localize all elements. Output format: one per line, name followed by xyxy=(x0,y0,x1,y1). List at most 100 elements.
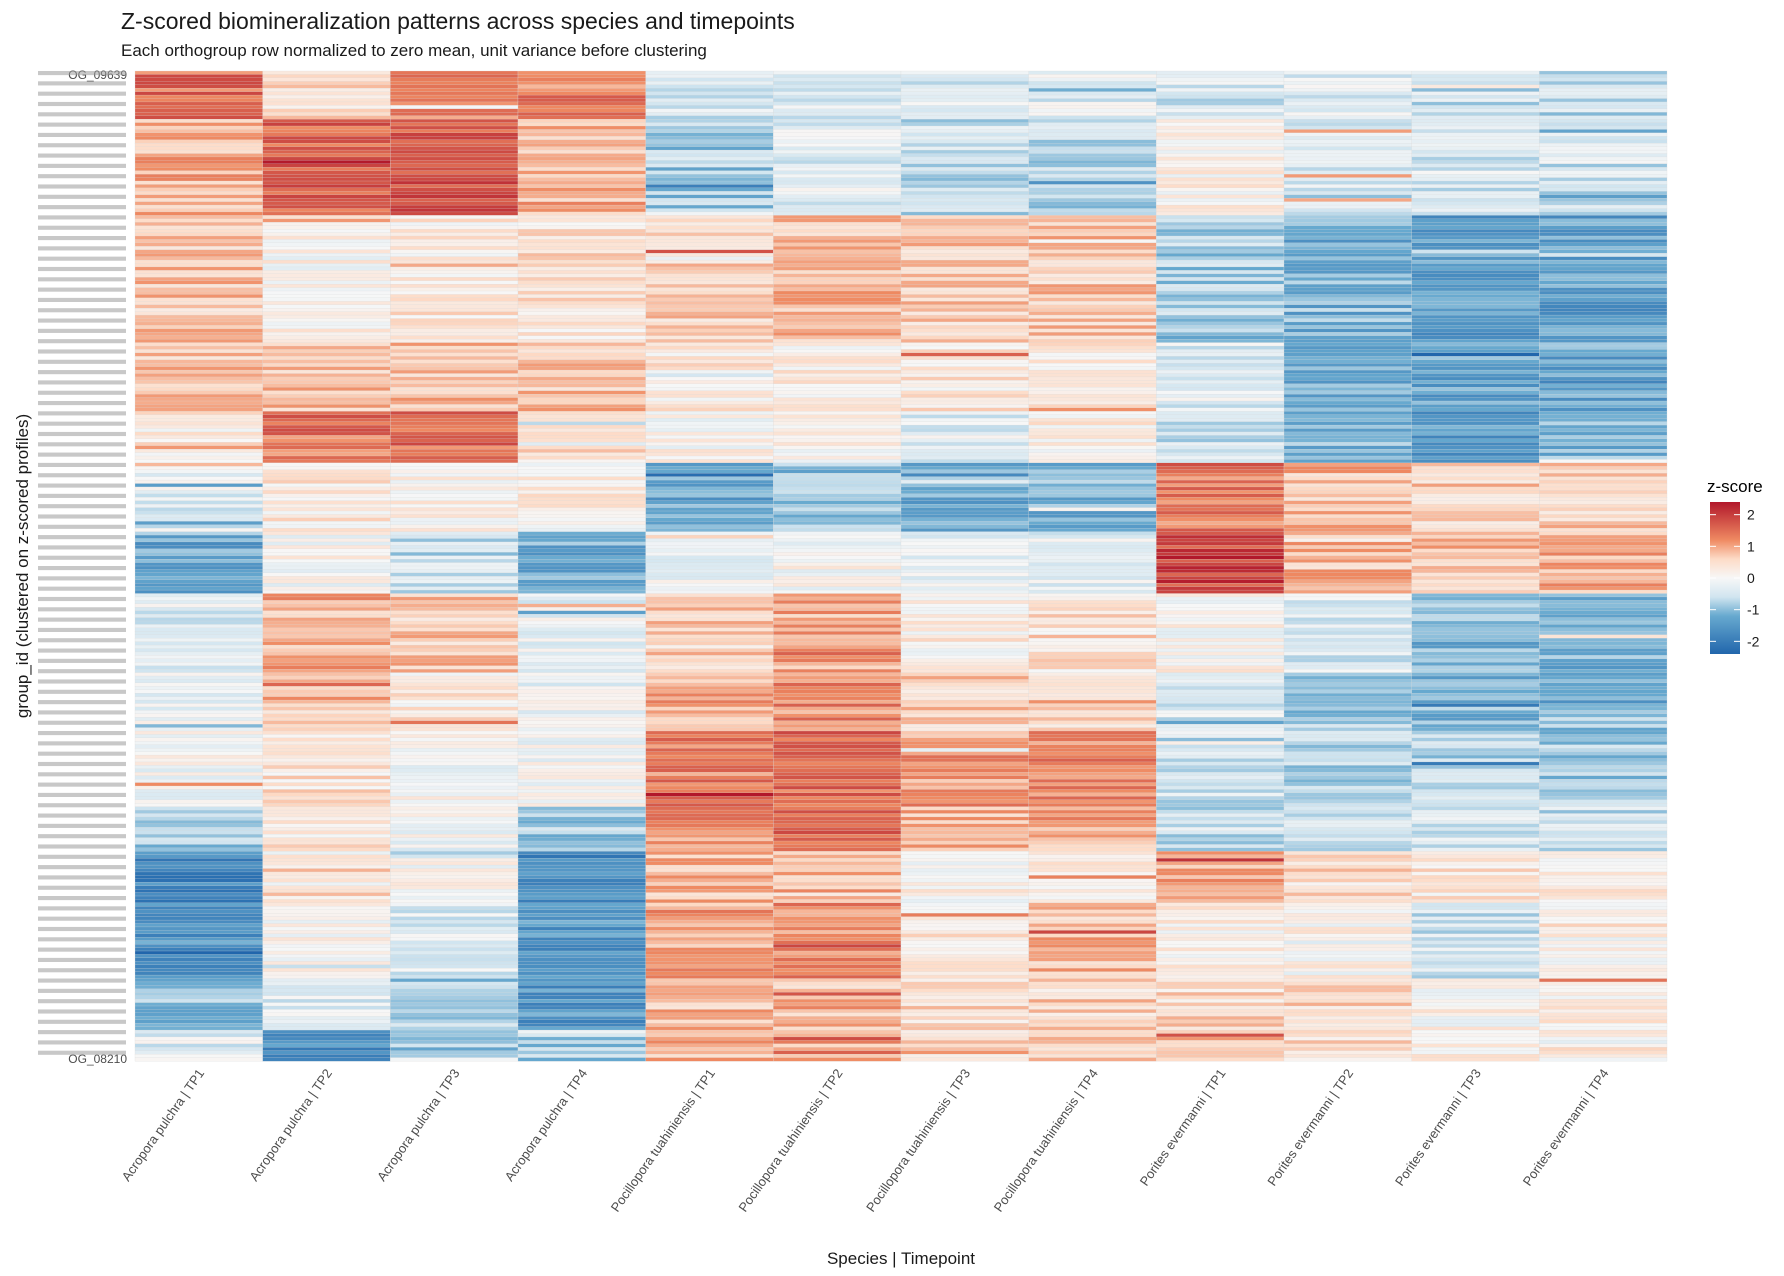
heatmap-cell xyxy=(1411,737,1540,742)
heatmap-cell xyxy=(1028,614,1157,618)
heatmap-cell xyxy=(900,565,1029,570)
heatmap-cell xyxy=(1411,280,1540,285)
heatmap-cell xyxy=(1028,706,1157,711)
heatmap-cell xyxy=(1411,246,1540,251)
heatmap-cell xyxy=(262,579,391,584)
heatmap-cell xyxy=(1411,744,1540,749)
heatmap-cell xyxy=(390,662,519,667)
heatmap-cell xyxy=(1411,397,1540,402)
heatmap-cell xyxy=(1156,1012,1285,1017)
heatmap-cell xyxy=(1028,91,1157,96)
heatmap-cell xyxy=(134,129,263,134)
heatmap-cell xyxy=(134,944,263,948)
heatmap-cell xyxy=(517,699,646,704)
heatmap-cell xyxy=(773,861,902,866)
heatmap-cell xyxy=(773,748,902,753)
heatmap-cell xyxy=(773,947,902,952)
heatmap-cell xyxy=(1028,641,1157,646)
heatmap-cell xyxy=(1539,885,1668,890)
heatmap-cell xyxy=(1539,782,1668,787)
heatmap-cell xyxy=(773,858,902,863)
heatmap-cell xyxy=(900,576,1029,581)
heatmap-cell xyxy=(773,889,902,893)
heatmap-cell xyxy=(900,627,1029,632)
heatmap-cell xyxy=(134,318,263,323)
heatmap-cell xyxy=(134,679,263,684)
heatmap-cell xyxy=(1411,775,1540,780)
heatmap-cell xyxy=(1283,706,1412,711)
heatmap-cell xyxy=(262,521,391,526)
heatmap-cell xyxy=(134,435,263,440)
heatmap-cell xyxy=(517,968,646,973)
heatmap-cell xyxy=(900,748,1029,753)
heatmap-cell xyxy=(773,321,902,326)
heatmap-cell xyxy=(517,521,646,526)
heatmap-cell xyxy=(1028,424,1157,429)
heatmap-cell xyxy=(1156,847,1285,852)
heatmap-cell xyxy=(1539,376,1668,381)
heatmap-cell xyxy=(517,634,646,639)
heatmap-cell xyxy=(1156,730,1285,735)
heatmap-cell xyxy=(1411,339,1540,343)
heatmap-cell xyxy=(900,280,1029,285)
heatmap-cell xyxy=(262,562,391,567)
heatmap-cell xyxy=(1539,218,1668,223)
heatmap-cell xyxy=(773,510,902,515)
heatmap-cell xyxy=(517,758,646,763)
heatmap-cell xyxy=(134,576,263,581)
heatmap-cell xyxy=(1028,249,1157,254)
heatmap-cell xyxy=(645,70,774,75)
heatmap-cell xyxy=(645,576,774,581)
heatmap-cell xyxy=(773,256,902,261)
heatmap-cell xyxy=(134,445,263,450)
heatmap-cell xyxy=(1283,112,1412,117)
heatmap-cell xyxy=(1411,531,1540,536)
heatmap-cell xyxy=(1156,902,1285,907)
heatmap-cell xyxy=(645,146,774,151)
heatmap-cell xyxy=(773,473,902,478)
heatmap-cell xyxy=(1283,803,1412,808)
heatmap-cell xyxy=(390,466,519,471)
heatmap-cell xyxy=(517,1026,646,1031)
y-tick-label-stack xyxy=(38,256,126,261)
heatmap-cell xyxy=(645,507,774,512)
heatmap-cell xyxy=(390,813,519,818)
heatmap-cell xyxy=(1156,335,1285,340)
heatmap-cell xyxy=(1411,572,1540,577)
heatmap-cell xyxy=(134,1057,263,1062)
heatmap-cell xyxy=(1156,806,1285,811)
heatmap-cell xyxy=(1283,70,1412,75)
heatmap-cell xyxy=(262,662,391,667)
heatmap-cell xyxy=(134,954,263,959)
heatmap-cell xyxy=(390,902,519,907)
heatmap-cell xyxy=(390,992,519,997)
heatmap-cell xyxy=(645,462,774,467)
heatmap-cell xyxy=(773,545,902,550)
heatmap-cell xyxy=(1028,913,1157,918)
heatmap-cell xyxy=(1539,256,1668,261)
y-tick-label-stack xyxy=(38,803,126,808)
heatmap-cell xyxy=(262,593,391,598)
heatmap-cell xyxy=(1028,335,1157,340)
heatmap-cell xyxy=(390,627,519,632)
heatmap-cell xyxy=(517,1040,646,1045)
heatmap-cell xyxy=(1283,253,1412,258)
heatmap-cell xyxy=(1539,741,1668,746)
heatmap-cell xyxy=(134,682,263,687)
heatmap-cell xyxy=(262,974,391,979)
heatmap-cell xyxy=(1028,184,1157,189)
heatmap-cell xyxy=(1283,961,1412,966)
heatmap-cell xyxy=(1411,521,1540,526)
heatmap-cell xyxy=(262,328,391,333)
heatmap-cell xyxy=(1411,559,1540,563)
heatmap-cell xyxy=(1539,820,1668,825)
heatmap-cell xyxy=(1283,772,1412,777)
heatmap-cell xyxy=(1156,156,1285,161)
heatmap-cell xyxy=(645,999,774,1003)
heatmap-cell xyxy=(773,641,902,646)
heatmap-cell xyxy=(773,514,902,519)
heatmap-cell xyxy=(1411,356,1540,361)
heatmap-cell xyxy=(1411,751,1540,756)
heatmap-cell xyxy=(134,889,263,893)
